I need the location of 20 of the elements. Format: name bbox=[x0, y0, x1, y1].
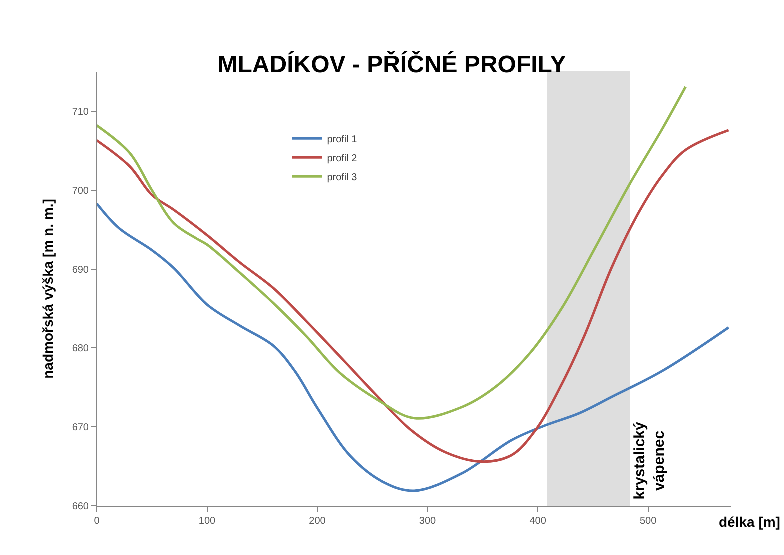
band-label: krystalický vápenec bbox=[631, 422, 668, 500]
x-tick-label: 500 bbox=[640, 516, 658, 527]
x-tick-label: 300 bbox=[419, 516, 437, 527]
legend-label: profil 1 bbox=[327, 134, 358, 146]
legend-label: profil 3 bbox=[327, 172, 358, 184]
y-tick-label: 660 bbox=[72, 502, 90, 512]
x-tick-label: 400 bbox=[530, 516, 547, 527]
x-tick-label: 100 bbox=[198, 516, 216, 527]
x-tick-label: 0 bbox=[94, 516, 100, 527]
y-axis-title: nadmořská výška [m n. m.] bbox=[40, 199, 56, 379]
chart-title: MLADÍKOV - PŘÍČNÉ PROFILY bbox=[218, 50, 566, 78]
legend-label: profil 2 bbox=[327, 153, 358, 164]
line-series bbox=[97, 86, 688, 420]
y-tick-label: 710 bbox=[72, 106, 90, 118]
x-tick-label: 200 bbox=[309, 516, 326, 527]
y-tick-label: 700 bbox=[72, 186, 90, 197]
y-tick-label: 680 bbox=[72, 344, 90, 355]
y-tick-label: 690 bbox=[72, 264, 90, 276]
x-axis-title: délka [m] bbox=[719, 514, 780, 530]
y-tick-label: 670 bbox=[72, 422, 90, 434]
